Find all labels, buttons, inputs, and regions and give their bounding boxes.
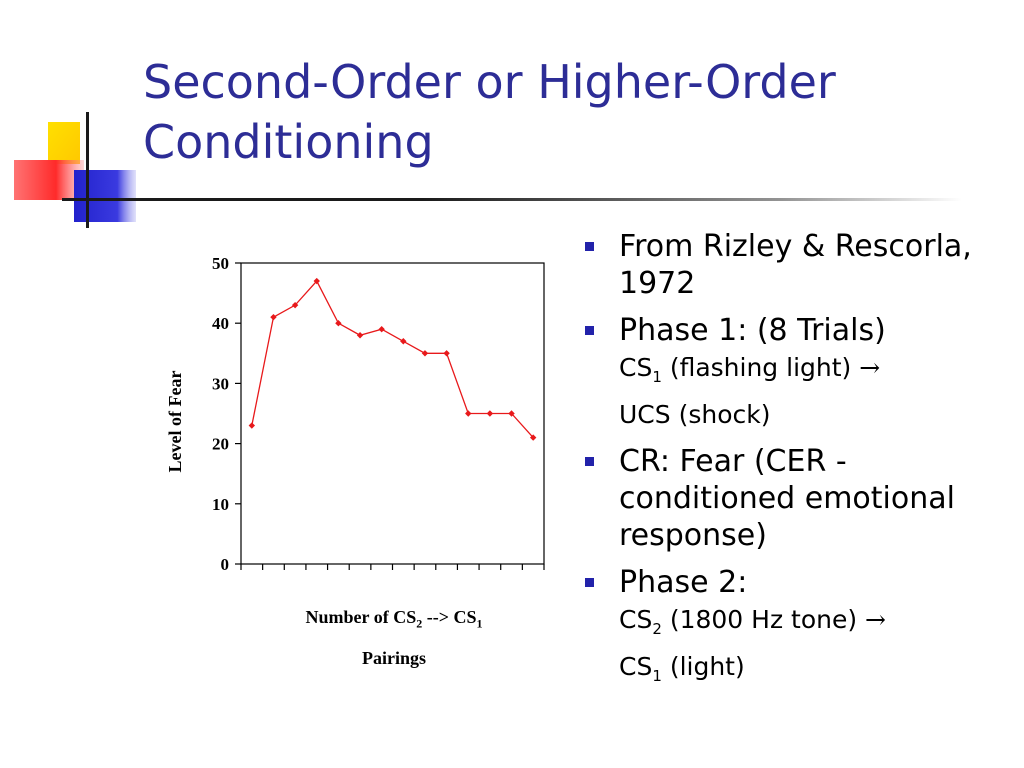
stimulus-text: (1800 Hz tone) xyxy=(661,605,866,634)
fear-level-line-chart: 0 10 20 30 40 50 Level of Fear xyxy=(165,254,545,574)
cs-label: CS xyxy=(619,605,653,634)
y-tick-label: 10 xyxy=(212,495,229,514)
data-point xyxy=(529,434,537,441)
cs-subscript: 1 xyxy=(652,667,662,685)
data-point xyxy=(313,277,320,285)
y-tick-label: 30 xyxy=(212,374,229,393)
bullet-square-icon xyxy=(585,578,594,587)
x-axis-title-part2: --> CS xyxy=(422,607,477,627)
title-underline xyxy=(62,198,962,201)
data-point xyxy=(335,320,342,327)
bullet-square-icon xyxy=(585,242,594,251)
bullet-square-icon xyxy=(585,326,594,335)
stimulus-text: (flashing light) xyxy=(661,353,860,382)
fear-level-chart: 0 10 20 30 40 50 Level of Fear xyxy=(150,240,570,680)
stimulus-text: (light) xyxy=(661,652,745,681)
cs-label: CS xyxy=(619,652,653,681)
data-point xyxy=(400,338,407,345)
x-axis-title-sub2: 2 xyxy=(416,616,423,631)
bullet-text: CR: Fear (CER - conditioned emotional re… xyxy=(619,444,955,553)
x-axis-title-part1: Number of CS xyxy=(305,607,417,627)
data-point xyxy=(421,350,429,357)
y-tick-label: 40 xyxy=(212,314,229,333)
y-tick-label: 20 xyxy=(212,435,229,454)
bullet-text: From Rizley & Rescorla, 1972 xyxy=(619,229,972,301)
y-axis-title: Level of Fear xyxy=(165,371,185,473)
slide-title-line-1: Second-Order or Higher-Order xyxy=(143,55,836,109)
y-tick-label: 0 xyxy=(221,555,230,574)
deco-blue-square xyxy=(74,170,136,222)
corner-decoration xyxy=(14,112,136,228)
cs-label: CS xyxy=(619,353,653,382)
cs-subscript: 2 xyxy=(652,620,662,638)
data-point xyxy=(465,410,472,417)
ucs-text: UCS (shock) xyxy=(619,400,771,429)
data-point xyxy=(248,422,256,429)
bullet-item: CR: Fear (CER - conditioned emotional re… xyxy=(585,443,1015,554)
data-point xyxy=(378,326,385,333)
bullet-item: From Rizley & Rescorla, 1972 xyxy=(585,228,1015,302)
bullet-subtext: CS1 (flashing light) → UCS (shock) xyxy=(619,349,1015,433)
data-point xyxy=(443,350,450,357)
bullet-list: From Rizley & Rescorla, 1972 Phase 1: (8… xyxy=(585,228,1015,705)
right-arrow-icon: → xyxy=(865,605,886,634)
cs-subscript: 1 xyxy=(652,368,662,386)
bullet-item: Phase 1: (8 Trials) CS1 (flashing light)… xyxy=(585,312,1015,433)
slide-title: Second-Order or Higher-Order Conditionin… xyxy=(143,52,1003,172)
data-point xyxy=(270,313,277,321)
slide-title-line-2: Conditioning xyxy=(143,115,434,169)
bullet-item: Phase 2: CS2 (1800 Hz tone) → CS1 (light… xyxy=(585,564,1015,695)
data-point xyxy=(356,332,364,339)
deco-red-bar xyxy=(14,160,84,200)
bullet-square-icon xyxy=(585,457,594,466)
deco-vertical-line xyxy=(86,112,89,228)
bullet-subtext: CS2 (1800 Hz tone) → CS1 (light) xyxy=(619,601,1015,695)
data-point xyxy=(291,301,299,309)
y-tick-label: 50 xyxy=(212,254,229,273)
x-axis-title-line2: Pairings xyxy=(361,647,426,668)
x-axis-title: Number of CS2 --> CS1 Pairings xyxy=(224,600,564,675)
data-point xyxy=(508,410,515,417)
series-line xyxy=(251,279,534,439)
bullet-text: Phase 1: (8 Trials) xyxy=(619,313,886,348)
data-point xyxy=(486,410,494,417)
bullet-text: Phase 2: xyxy=(619,565,748,600)
x-axis-title-sub1: 1 xyxy=(476,616,483,631)
right-arrow-icon: → xyxy=(859,353,881,382)
deco-yellow-square xyxy=(48,122,80,164)
